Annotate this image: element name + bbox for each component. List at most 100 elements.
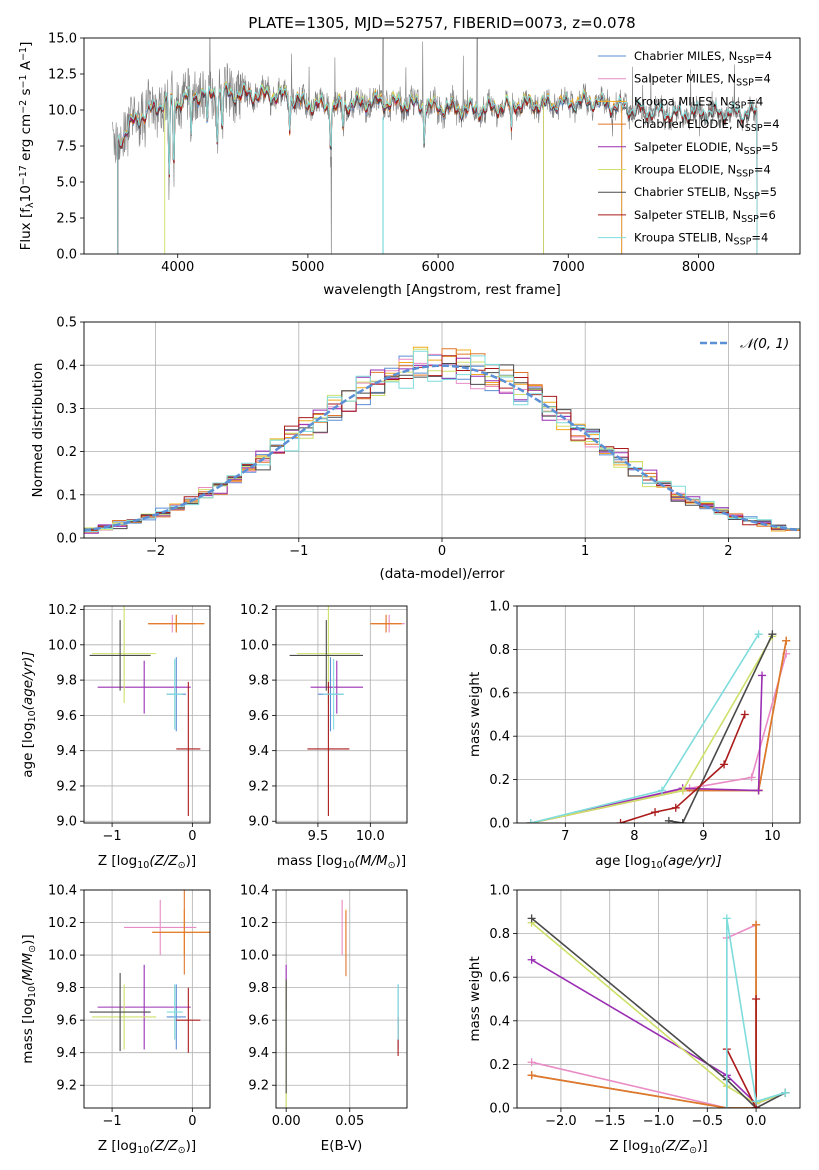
series-line-salpeter-elodie bbox=[530, 675, 763, 823]
label-part: −1 bbox=[18, 74, 29, 88]
y-tick-label: 9.4 bbox=[248, 744, 269, 759]
label-part: 10 bbox=[649, 1145, 661, 1156]
label-part: 10 bbox=[651, 860, 663, 871]
label-part: 10 bbox=[137, 860, 149, 871]
axes-frame bbox=[83, 321, 801, 539]
axes-frame bbox=[83, 605, 211, 824]
legend-entry: Salpeter ELODIE, NSSP=5 bbox=[634, 140, 778, 157]
label-part: )] bbox=[20, 934, 36, 945]
series-marker bbox=[722, 914, 731, 923]
series-marker bbox=[781, 1088, 790, 1097]
y-tick-label: 0.2 bbox=[489, 1058, 510, 1073]
label-part: Salpeter STELIB, N bbox=[634, 208, 741, 222]
x-axis-label: wavelength [Angstrom, rest frame] bbox=[323, 282, 561, 298]
x-tick-label: −2 bbox=[146, 544, 165, 559]
label-part: =4 bbox=[754, 72, 771, 86]
series-marker bbox=[754, 786, 763, 795]
label-part: =4 bbox=[754, 163, 771, 177]
y-axis-label: age [log10(age/yr)] bbox=[20, 651, 38, 777]
label-part: Chabrier STELIB, N bbox=[634, 185, 742, 199]
y-tick-label: 2.5 bbox=[56, 212, 77, 227]
normal-legend-label: 𝒩(0, 1) bbox=[740, 336, 789, 352]
chart-title: PLATE=1305, MJD=52757, FIBERID=0073, z=0… bbox=[248, 14, 635, 32]
label-part: =6 bbox=[759, 208, 776, 222]
y-tick-label: 10.0 bbox=[48, 638, 77, 653]
label-part: Z [log bbox=[609, 1138, 648, 1154]
label-part: age [log bbox=[20, 722, 36, 777]
y-tick-label: 10.2 bbox=[48, 916, 77, 931]
y-tick-label: 10.0 bbox=[240, 638, 269, 653]
series-marker bbox=[752, 920, 761, 929]
x-tick-label: 4000 bbox=[161, 260, 194, 275]
panel-mass_vs_Z: −1 0 9.2 9.4 9.6 9.8 10.0 10.2 10.4 bbox=[48, 884, 211, 1129]
label-part: 10 bbox=[27, 710, 38, 722]
label-part: =4 bbox=[763, 117, 780, 131]
axes-frame bbox=[516, 889, 801, 1109]
series-marker bbox=[720, 760, 729, 769]
label-part: )] bbox=[186, 1138, 197, 1154]
label-part: 10 bbox=[18, 185, 34, 202]
y-tick-label: 0.4 bbox=[56, 359, 77, 374]
label-part: ⊙ bbox=[178, 860, 186, 871]
axes-frame bbox=[275, 605, 408, 824]
legend-entry: Chabrier ELODIE, NSSP=4 bbox=[634, 117, 780, 134]
x-tick-label: 5000 bbox=[291, 260, 324, 275]
y-tick-label: 7.5 bbox=[56, 140, 77, 155]
label-part: ⊙ bbox=[178, 1145, 186, 1156]
label-part: ⊙ bbox=[689, 1145, 697, 1156]
y-tick-label: 10.0 bbox=[48, 104, 77, 119]
series-marker bbox=[782, 636, 791, 645]
x-tick-label: −1.5 bbox=[594, 1114, 626, 1129]
y-axis-label: Flux [fλ10−17 erg cm−2 s−1 A−1] bbox=[18, 42, 36, 251]
label-part: ] bbox=[18, 42, 34, 47]
label-part: ⊙ bbox=[27, 945, 38, 953]
y-tick-label: 9.2 bbox=[56, 779, 77, 794]
x-axis-label: Z [log10(Z/Z⊙)] bbox=[98, 1138, 196, 1156]
axes-frame bbox=[83, 889, 211, 1109]
y-tick-label: 0.3 bbox=[56, 402, 77, 417]
label-part: SSP bbox=[729, 100, 747, 111]
y-tick-label: 9.0 bbox=[56, 815, 77, 830]
legend-entry: Chabrier STELIB, NSSP=5 bbox=[634, 185, 777, 202]
y-tick-label: 0.0 bbox=[56, 248, 77, 263]
label-part: erg cm bbox=[18, 114, 34, 165]
y-tick-label: 9.8 bbox=[56, 674, 77, 689]
label-part: (M/M bbox=[355, 853, 388, 869]
legend-entry: Kroupa STELIB, NSSP=4 bbox=[634, 231, 768, 248]
label-part: Kroupa MILES, N bbox=[634, 94, 729, 108]
label-part: Z [log bbox=[98, 853, 137, 869]
y-tick-label: 0.0 bbox=[489, 1102, 510, 1117]
series-line-chabrier-stelib bbox=[668, 633, 774, 823]
x-tick-label: −1 bbox=[289, 544, 308, 559]
label-part: (M/M bbox=[20, 952, 36, 985]
label-part: Flux [f bbox=[18, 207, 34, 251]
x-tick-label: −1 bbox=[103, 829, 122, 844]
label-part: =4 bbox=[746, 94, 763, 108]
panel-massweight_vs_age: 7 8 9 10 0.0 0.2 0.4 0.6 0.8 1.0 bbox=[489, 600, 801, 844]
y-tick-label: 9.6 bbox=[56, 709, 77, 724]
series-marker bbox=[526, 819, 535, 823]
x-axis-label: mass [log10(M/M⊙)] bbox=[277, 853, 406, 871]
series-marker bbox=[657, 786, 666, 795]
series-marker bbox=[616, 819, 625, 823]
series-marker bbox=[768, 630, 777, 639]
label-part: SSP bbox=[736, 78, 754, 89]
x-tick-label: 10 bbox=[764, 829, 781, 844]
label-part: (Z/Z bbox=[149, 1138, 178, 1154]
x-tick-label: 7 bbox=[561, 829, 569, 844]
x-tick-label: 2 bbox=[724, 544, 732, 559]
series-marker bbox=[740, 710, 749, 719]
x-tick-label: 0.05 bbox=[335, 1114, 364, 1129]
series-line-chabrier-stelib bbox=[531, 917, 786, 1108]
label-part: )] bbox=[186, 853, 197, 869]
y-tick-label: 10.2 bbox=[240, 603, 269, 618]
series-marker bbox=[752, 995, 761, 1003]
y-tick-label: 9.6 bbox=[248, 709, 269, 724]
y-tick-label: 9.0 bbox=[248, 815, 269, 830]
legend-entry: Salpeter STELIB, NSSP=6 bbox=[634, 208, 776, 225]
label-part: 10 bbox=[342, 860, 354, 871]
label-part: 10 bbox=[27, 986, 38, 998]
x-tick-label: 8000 bbox=[682, 260, 715, 275]
x-axis-label: (data-model)/error bbox=[379, 566, 505, 582]
series-marker bbox=[527, 914, 536, 923]
